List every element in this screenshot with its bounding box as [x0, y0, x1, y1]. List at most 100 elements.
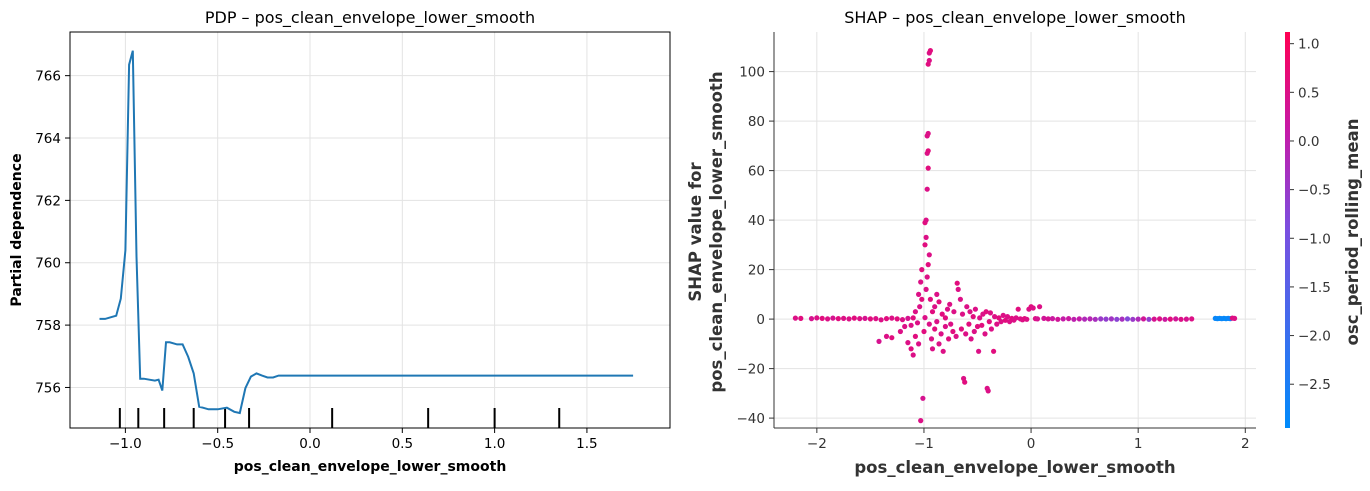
shap-point	[876, 339, 881, 344]
shap-point	[936, 299, 941, 304]
shap-point	[1061, 316, 1066, 321]
pdp-y-axis-label: Partial dependence	[9, 153, 25, 306]
shap-point	[930, 346, 935, 351]
shap-point	[1162, 317, 1167, 322]
shap-point	[836, 316, 841, 321]
shap-point	[922, 242, 927, 247]
colorbar-label: osc_period_rolling_mean	[1343, 119, 1362, 346]
shap-y-tick-label: 80	[748, 114, 765, 130]
shap-point	[918, 418, 923, 423]
shap-point	[1189, 316, 1194, 321]
shap-point	[852, 316, 857, 321]
shap-point	[1168, 317, 1173, 322]
shap-point	[955, 281, 960, 286]
shap-point	[986, 388, 991, 393]
shap-point	[921, 329, 926, 334]
shap-point	[946, 336, 951, 341]
colorbar-ticks: 1.00.50.0−0.5−1.0−1.5−2.0−2.5	[1290, 37, 1331, 394]
shap-point	[930, 309, 935, 314]
colorbar-tick-label: 0.0	[1298, 134, 1319, 150]
shap-point	[971, 314, 976, 319]
shap-point	[917, 304, 922, 309]
shap-point	[945, 307, 950, 312]
shap-point	[793, 316, 798, 321]
shap-points	[793, 48, 1237, 423]
pdp-x-tick-label: 1.0	[484, 436, 505, 452]
shap-point	[927, 322, 932, 327]
shap-point	[927, 58, 932, 63]
shap-point	[991, 349, 996, 354]
shap-point	[1114, 317, 1119, 322]
shap-x-ticks: −2 −1 0 1 2	[807, 428, 1250, 452]
shap-point	[950, 329, 955, 334]
shap-point	[814, 315, 819, 320]
shap-y-axis-label-line2: pos_clean_envelope_lower_smooth	[707, 71, 726, 392]
shap-point	[1146, 317, 1151, 322]
shap-point	[825, 316, 830, 321]
shap-x-tick-label: 0	[1027, 436, 1036, 452]
shap-x-tick-label: −2	[807, 436, 827, 452]
shap-point	[924, 218, 929, 223]
shap-y-axis-label-line1: SHAP value for	[686, 162, 705, 302]
colorbar-tick-label: −2.0	[1298, 329, 1331, 345]
shap-point	[862, 316, 867, 321]
shap-point	[884, 334, 889, 339]
shap-point	[1232, 316, 1237, 321]
shap-point	[1136, 317, 1141, 322]
pdp-chart: PDP – pos_clean_envelope_lower_smooth −1…	[9, 8, 670, 475]
shap-point	[962, 380, 967, 385]
shap-point	[919, 267, 924, 272]
pdp-rug	[120, 408, 559, 428]
shap-point	[928, 48, 933, 53]
shap-point	[868, 316, 873, 321]
shap-point	[964, 304, 969, 309]
shap-point	[905, 340, 910, 345]
colorbar-tick-label: −2.5	[1298, 377, 1331, 393]
shap-point	[841, 316, 846, 321]
pdp-x-axis-label: pos_clean_envelope_lower_smooth	[234, 459, 507, 475]
shap-point	[1125, 316, 1130, 321]
shap-point	[1103, 317, 1108, 322]
shap-point	[948, 322, 953, 327]
shap-point	[913, 309, 918, 314]
shap-point	[989, 326, 994, 331]
shap-point	[926, 131, 931, 136]
shap-point	[1178, 317, 1183, 322]
shap-point	[1120, 317, 1125, 322]
shap-point	[927, 252, 932, 257]
shap-point	[1184, 317, 1189, 322]
shap-point	[916, 341, 921, 346]
pdp-x-tick-label: −1.0	[109, 436, 142, 452]
pdp-y-tick-label: 760	[35, 256, 61, 272]
shap-point	[925, 187, 930, 192]
colorbar-tick-label: 0.5	[1298, 85, 1319, 101]
shap-point	[925, 274, 930, 279]
shap-point	[1050, 316, 1055, 321]
shap-point	[1098, 316, 1103, 321]
shap-x-tick-label: 2	[1241, 436, 1250, 452]
shap-point	[909, 323, 914, 328]
shap-point	[987, 319, 992, 324]
shap-point	[1024, 317, 1029, 322]
shap-point	[979, 323, 984, 328]
shap-point	[947, 302, 952, 307]
shap-chart: SHAP – pos_clean_envelope_lower_smooth −…	[686, 8, 1362, 477]
shap-point	[956, 287, 961, 292]
pdp-y-tick-label: 762	[35, 193, 61, 209]
pdp-x-tick-label: −0.5	[201, 436, 234, 452]
shap-point	[1082, 317, 1087, 322]
shap-y-tick-label: 60	[748, 164, 765, 180]
shap-point	[909, 346, 914, 351]
shap-point	[932, 304, 937, 309]
shap-point	[1087, 316, 1092, 321]
shap-point	[911, 315, 916, 320]
shap-point	[1152, 317, 1157, 322]
shap-point	[973, 307, 978, 312]
shap-x-tick-label: 1	[1134, 436, 1143, 452]
shap-point	[879, 317, 884, 322]
shap-point	[911, 352, 916, 357]
shap-y-tick-label: 0	[756, 312, 765, 328]
shap-point	[963, 331, 968, 336]
shap-point	[857, 316, 862, 321]
shap-point	[820, 316, 825, 321]
